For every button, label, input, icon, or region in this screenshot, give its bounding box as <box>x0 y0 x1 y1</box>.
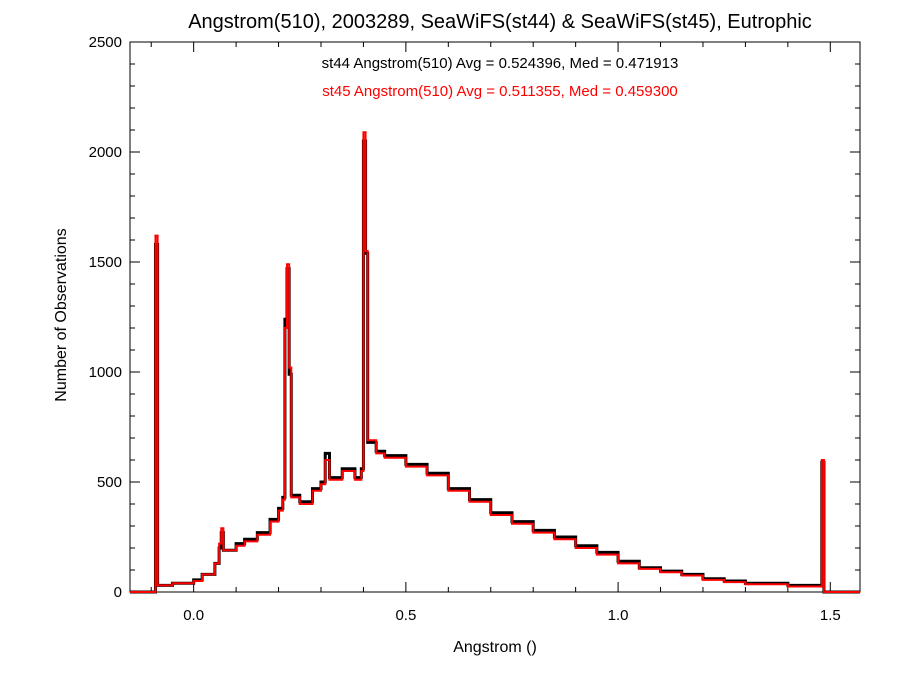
y-tick-label: 2000 <box>89 144 122 161</box>
series-line-st45 <box>130 131 860 593</box>
x-tick-label: 1.0 <box>608 607 629 624</box>
axis-ticks: 0.0 0.5 1.0 1.5 0 500 1000 1500 2000 2500 <box>89 34 860 624</box>
chart-title: Angstrom(510), 2003289, SeaWiFS(st44) & … <box>188 11 812 33</box>
y-tick-label: 500 <box>97 474 122 491</box>
x-tick-label: 0.0 <box>183 607 204 624</box>
plot-frame <box>129 41 861 593</box>
y-tick-label: 1500 <box>89 254 122 271</box>
series-layer <box>130 131 860 594</box>
annotation-st44: st44 Angstrom(510) Avg = 0.524396, Med =… <box>322 55 679 72</box>
series-line-st44 <box>130 139 860 594</box>
x-tick-label: 0.5 <box>395 607 416 624</box>
x-axis-label: Angstrom () <box>453 639 537 656</box>
y-tick-label: 1000 <box>89 364 122 381</box>
x-tick-label: 1.5 <box>820 607 841 624</box>
y-tick-label: 0 <box>114 584 122 601</box>
annotation-st45: st45 Angstrom(510) Avg = 0.511355, Med =… <box>322 83 678 100</box>
y-tick-label: 2500 <box>89 34 122 51</box>
y-axis-label: Number of Observations <box>53 228 70 401</box>
